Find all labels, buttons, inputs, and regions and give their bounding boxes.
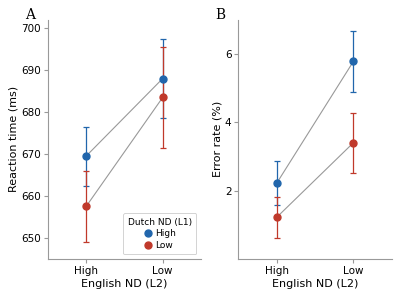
X-axis label: English ND (L2): English ND (L2) — [272, 279, 358, 289]
Text: A: A — [25, 8, 35, 22]
Y-axis label: Reaction time (ms): Reaction time (ms) — [8, 86, 18, 192]
Legend: High, Low: High, Low — [123, 213, 196, 255]
Text: B: B — [216, 8, 226, 22]
X-axis label: English ND (L2): English ND (L2) — [81, 279, 168, 289]
Y-axis label: Error rate (%): Error rate (%) — [212, 101, 222, 178]
